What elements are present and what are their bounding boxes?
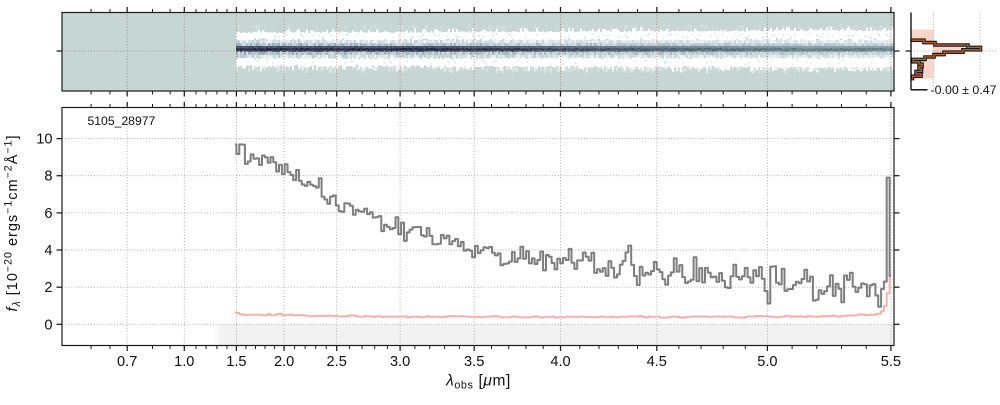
svg-text:5105_28977: 5105_28977: [88, 114, 156, 128]
svg-text:4.5: 4.5: [647, 354, 667, 370]
svg-text:3.0: 3.0: [390, 354, 410, 370]
svg-text:λobs [μm]: λobs [μm]: [445, 373, 511, 392]
svg-text:fλ [10−20 ergs−1cm−2Å−1]: fλ [10−20 ergs−1cm−2Å−1]: [3, 135, 24, 312]
svg-text:4: 4: [44, 243, 52, 259]
svg-text:-0.00 ± 0.47: -0.00 ± 0.47: [931, 83, 997, 97]
svg-text:0.7: 0.7: [117, 354, 137, 370]
svg-text:2.0: 2.0: [274, 354, 294, 370]
svg-text:3.5: 3.5: [464, 354, 484, 370]
svg-text:10: 10: [36, 132, 52, 148]
svg-text:8: 8: [44, 169, 52, 185]
svg-text:0: 0: [44, 317, 52, 333]
svg-text:6: 6: [44, 206, 52, 222]
svg-text:2.5: 2.5: [327, 354, 347, 370]
svg-text:4.0: 4.0: [550, 354, 570, 370]
svg-text:5.0: 5.0: [757, 354, 777, 370]
svg-text:2: 2: [44, 280, 52, 296]
svg-text:5.5: 5.5: [881, 354, 901, 370]
svg-text:1.5: 1.5: [226, 354, 246, 370]
svg-text:1.0: 1.0: [174, 354, 194, 370]
